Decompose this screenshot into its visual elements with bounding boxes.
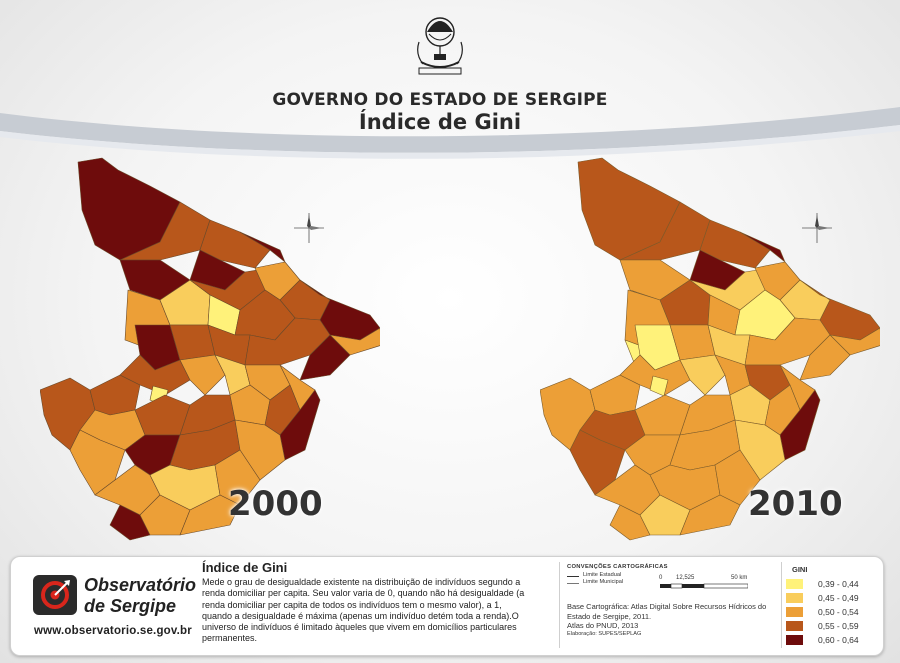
municipal-boundary-symbol xyxy=(567,583,579,584)
source-text: Base Cartográfica: Atlas Digital Sobre R… xyxy=(567,602,767,621)
municipality xyxy=(299,334,351,381)
map-2010 xyxy=(540,157,880,541)
source-text: Atlas do PNUD, 2013 xyxy=(567,621,639,631)
legend-label: 0,50 - 0,54 xyxy=(818,607,859,617)
description-text: Mede o grau de desigualdade existente na… xyxy=(202,577,525,644)
legend-label: 0,39 - 0,44 xyxy=(818,579,859,589)
legend-title: GINI xyxy=(792,565,808,574)
legend-label: 0,60 - 0,64 xyxy=(818,635,859,645)
municipality xyxy=(799,334,851,381)
legend-swatch xyxy=(786,621,803,631)
scale-tick-label: 0 xyxy=(659,575,663,581)
compass-rose-icon xyxy=(294,213,324,243)
divider xyxy=(559,562,560,648)
scale-tick-label: 50 km xyxy=(731,575,748,581)
legend-swatch xyxy=(786,607,803,617)
legend-swatch xyxy=(786,593,803,603)
brand-name-line: Observatório xyxy=(84,575,197,595)
municipality xyxy=(679,354,726,396)
description-title: Índice de Gini xyxy=(202,560,288,575)
municipality xyxy=(679,494,741,536)
map-year-label: 2010 xyxy=(748,484,843,524)
brand-name-line: de Sergipe xyxy=(84,596,177,616)
header-swoosh xyxy=(0,107,900,159)
municipality xyxy=(714,449,761,506)
info-panel xyxy=(10,556,884,656)
scale-bar xyxy=(660,583,748,589)
conventions-item: Limite Estadual xyxy=(583,572,622,578)
government-title: GOVERNO DO ESTADO DE SERGIPE xyxy=(272,90,608,110)
map-2000 xyxy=(40,157,380,541)
legend-label: 0,55 - 0,59 xyxy=(818,621,859,631)
municipality xyxy=(179,354,226,396)
map-year-label: 2000 xyxy=(228,484,323,524)
cartographic-base: Base Cartográfica: Atlas Digital Sobre R… xyxy=(567,602,767,631)
legend-swatch xyxy=(786,579,803,589)
legend-label: 0,45 - 0,49 xyxy=(818,593,859,603)
conventions-item: Limite Municipal xyxy=(583,579,624,585)
observatorio-logo-icon xyxy=(33,575,77,615)
municipality xyxy=(214,449,261,506)
scale-tick-label: 12,525 xyxy=(676,575,695,581)
legend-swatch xyxy=(786,635,803,645)
elaboration-text: Elaboração: SUPES/SEPLAG xyxy=(567,631,642,637)
website-url: www.observatorio.se.gov.br xyxy=(34,625,192,637)
state-crest-icon xyxy=(417,17,463,75)
municipality xyxy=(109,504,151,541)
state-boundary-symbol xyxy=(567,576,579,577)
conventions-title: CONVENÇÕES CARTOGRÁFICAS xyxy=(567,564,668,570)
municipality xyxy=(179,494,241,536)
divider xyxy=(781,562,782,648)
municipality xyxy=(609,504,651,541)
brand-name: Observatório de Sergipe xyxy=(84,575,196,617)
page-title: Índice de Gini xyxy=(358,110,522,134)
compass-rose-icon xyxy=(802,213,832,243)
